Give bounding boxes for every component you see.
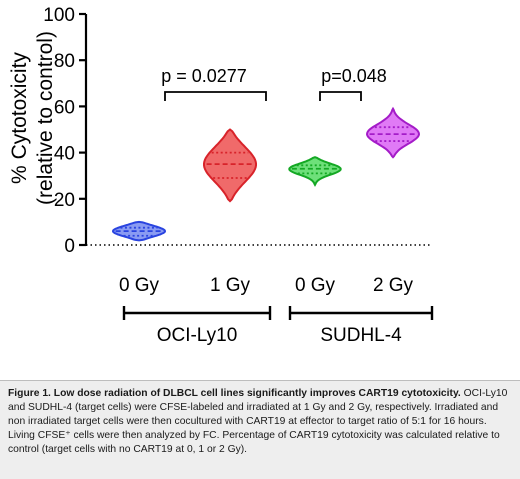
x-category-label: 2 Gy: [373, 275, 414, 296]
x-category-label: 0 Gy: [119, 275, 160, 296]
significance-bracket: [164, 91, 267, 101]
y-tick-label: 60: [54, 97, 75, 118]
caption-body: OCI-Ly10 and SUDHL-4 (target cells) were…: [8, 388, 508, 455]
p-value-label: p=0.048: [321, 66, 387, 86]
y-tick-label: 20: [54, 190, 75, 211]
p-value-label: p = 0.0277: [161, 66, 247, 86]
x-category-label: 0 Gy: [295, 275, 336, 296]
group-label: OCI-Ly10: [157, 325, 238, 346]
violin-chart: 0 20 40 60 80 100 0 Gy 1 Gy 0 Gy 2 Gy OCI-Ly10 SUD…: [8, 5, 434, 346]
y-tick-label: 40: [54, 144, 75, 165]
violin: [288, 156, 342, 187]
caption-box: Figure 1. Low dose radiation of DLBCL ce…: [0, 380, 520, 479]
plot-area: [86, 106, 432, 246]
y-axis-subtitle: (relative to control): [34, 31, 57, 205]
x-category-label: 1 Gy: [210, 275, 251, 296]
violin: [365, 106, 421, 159]
figure-caption: Figure 1. Low dose radiation of DLBCL ce…: [8, 387, 514, 457]
significance-annotations: p = 0.0277 p=0.048: [161, 66, 387, 101]
y-axis: 0 20 40 60 80 100: [43, 5, 88, 257]
violin: [203, 128, 257, 203]
y-tick-label: 100: [43, 5, 75, 26]
y-tick-label: 0: [64, 236, 75, 257]
caption-title: Figure 1. Low dose radiation of DLBCL ce…: [8, 388, 461, 399]
y-axis-title: % Cytotoxicity: [8, 52, 31, 184]
y-tick-label: 80: [54, 51, 75, 72]
significance-bracket: [319, 91, 362, 101]
x-axis: 0 Gy 1 Gy 0 Gy 2 Gy OCI-Ly10 SUDHL-4: [119, 275, 434, 346]
group-label: SUDHL-4: [320, 325, 402, 346]
